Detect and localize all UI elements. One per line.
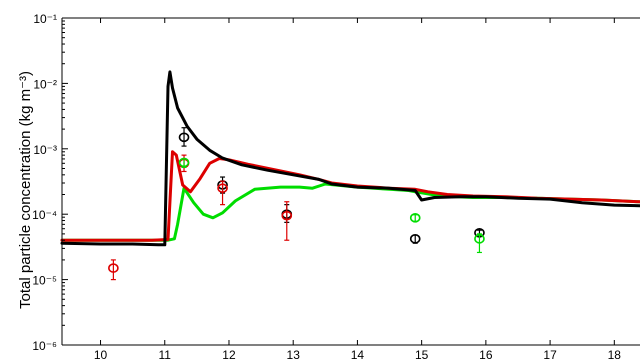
x-tick-label: 16: [479, 348, 493, 362]
data-marker: [178, 132, 190, 143]
x-tick-label: 12: [222, 348, 236, 362]
data-marker: [217, 183, 228, 193]
plot-area: [62, 18, 640, 345]
x-tick-label: 17: [543, 348, 557, 362]
y-axis-label: Total particle concentration (kg m⁻³): [17, 71, 34, 309]
x-tick-label: 18: [608, 348, 622, 362]
y-tick-label: 10⁻²: [33, 77, 57, 91]
plot-background: [62, 18, 640, 345]
data-marker: [108, 263, 119, 273]
y-tick-label: 10⁻¹: [33, 12, 57, 26]
data-marker: [409, 234, 421, 244]
observation-point: [474, 233, 485, 254]
x-tick-label: 14: [351, 348, 365, 362]
series-layer: [60, 70, 640, 247]
observation-point: [217, 180, 228, 206]
observation-point: [409, 234, 421, 244]
data-marker: [474, 234, 485, 244]
data-marker: [281, 210, 293, 221]
series-line-3: [60, 70, 640, 247]
data-marker: [409, 213, 421, 223]
y-tick-label: 10⁻³: [33, 143, 57, 157]
observation-points: [108, 127, 485, 281]
axes: 10 11 12 13 14 15 16 17 18 10⁻⁶ 10⁻⁵ 10⁻⁴ 10⁻³ 10⁻² 10…: [32, 12, 640, 362]
y-tick-label: 10⁻⁴: [32, 208, 57, 222]
observation-point: [409, 213, 421, 223]
x-tick-label: 10: [94, 348, 108, 362]
observation-point: [108, 259, 119, 281]
x-tick-label: 15: [415, 348, 429, 362]
observation-point: [178, 157, 190, 168]
observation-point: [178, 127, 190, 147]
observation-point: [281, 201, 293, 241]
y-tick-label: 10⁻⁶: [32, 339, 57, 353]
data-marker: [178, 157, 190, 168]
x-tick-label: 11: [159, 348, 172, 362]
y-tick-label: 10⁻⁵: [32, 274, 57, 288]
x-tick-label: 13: [287, 348, 301, 362]
